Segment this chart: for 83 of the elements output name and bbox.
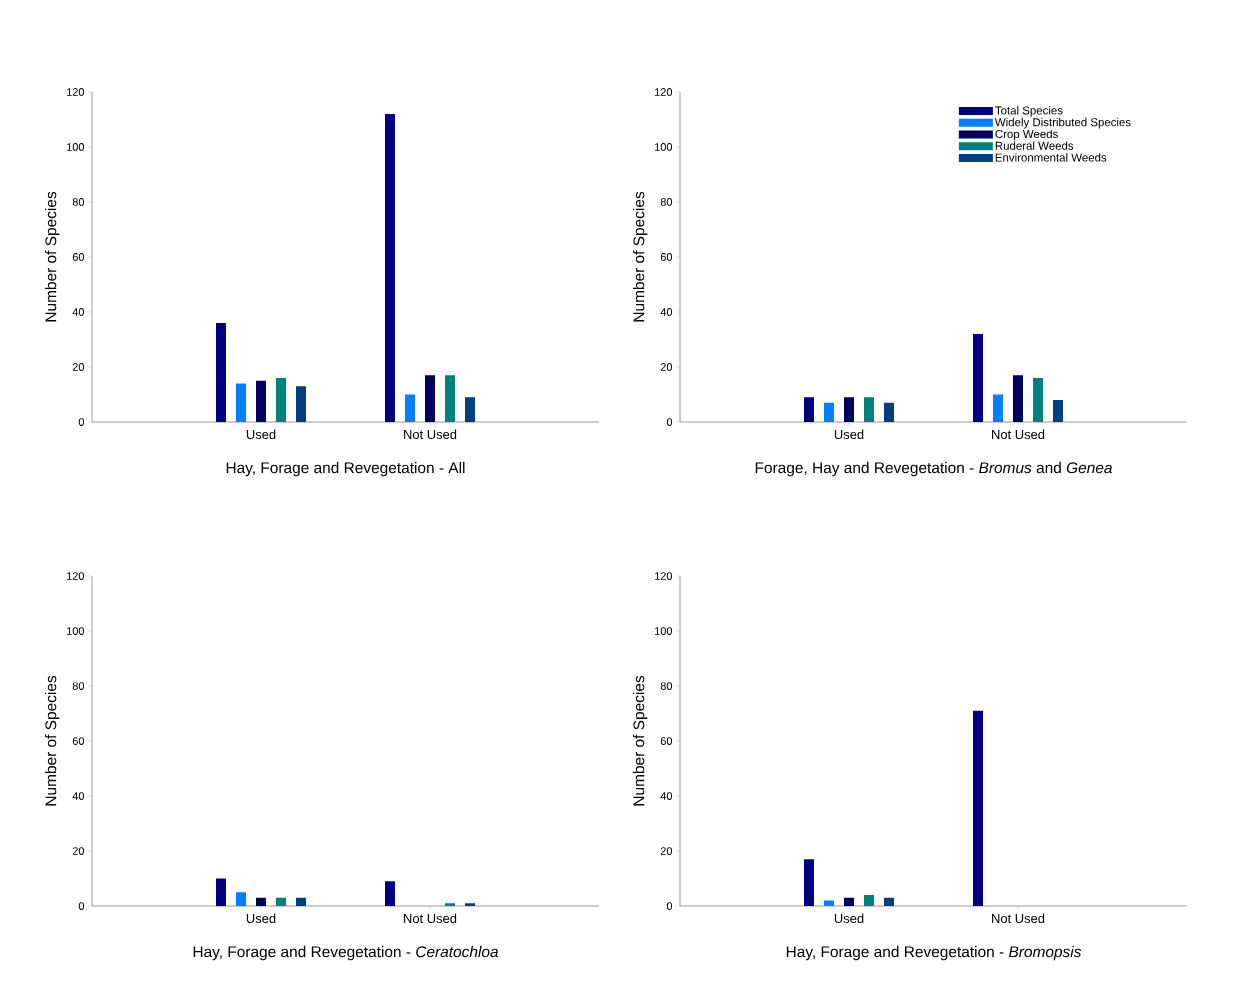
x-axis-title: Hay, Forage and Revegetation - All [226,461,465,477]
bar [1033,377,1044,422]
bar [804,397,815,422]
y-tick-label: 60 [72,737,85,745]
y-tick-label: 20 [660,847,673,855]
x-tick-label: Not Used [992,429,1045,440]
bar [405,394,415,422]
x-tick-label: Not Used [404,429,457,440]
bar [993,394,1004,422]
legend-label: Ruderal Weeds [995,141,1074,150]
bar [824,402,835,422]
y-tick-label: 80 [72,198,85,206]
bar [884,897,895,906]
legend-label: Total Species [995,106,1063,117]
y-tick-label: 0 [78,418,85,426]
y-tick-label: 120 [67,572,85,580]
y-tick-label: 80 [660,198,673,206]
y-tick-label: 100 [67,143,85,151]
y-axis-title: Number of Species [44,675,60,806]
y-axis-title: Number of Species [44,191,60,322]
bar [844,397,855,422]
y-axis-title: Number of Species [632,675,648,806]
y-tick-label: 60 [660,737,673,745]
y-tick-label: 120 [655,88,673,96]
y-tick-label: 60 [660,253,673,261]
x-tick-label: Used [834,913,864,924]
bar [445,375,455,422]
x-tick-label: Used [834,429,864,440]
y-tick-label: 80 [660,682,673,690]
bar [465,903,475,906]
y-tick-label: 0 [666,418,673,426]
bar [236,383,246,422]
y-axis-title: Number of Species [632,191,648,322]
bar [256,897,266,906]
legend-label: Environmental Weeds [995,153,1107,162]
bar [296,897,306,906]
x-axis-title: Hay, Forage and Revegetation - Ceratochloa [193,945,499,961]
bar [1013,375,1024,422]
bar [824,900,835,906]
y-tick-label: 40 [660,308,673,316]
y-tick-label: 0 [666,902,673,910]
bar [864,397,875,422]
bar [1053,399,1064,422]
bar [385,881,395,906]
bar [216,322,226,422]
x-axis-title: Forage, Hay and Revegetation - Bromus and Genea [755,461,1112,477]
bar [465,397,475,422]
bar [256,380,266,422]
legend-label: Crop Weeds [995,129,1058,141]
y-tick-label: 40 [72,792,85,800]
y-tick-label: 100 [655,143,673,151]
bar [973,333,984,422]
bar [973,710,984,906]
y-tick-label: 20 [72,363,85,371]
bar [844,897,855,906]
y-tick-label: 100 [67,627,85,635]
bar [385,113,395,422]
x-tick-label: Not Used [992,913,1045,924]
y-tick-label: 20 [72,847,85,855]
legend-label: Widely Distributed Species [994,117,1131,129]
bar [425,375,435,422]
bar [216,878,226,906]
y-tick-label: 80 [72,682,85,690]
bar [296,386,306,422]
y-tick-label: 60 [72,253,85,261]
bar [276,377,286,422]
bar [276,897,286,906]
bar [864,895,875,906]
y-tick-label: 40 [660,792,673,800]
bar [804,859,815,906]
x-tick-label: Not Used [404,913,457,924]
bar [884,402,895,422]
bar [445,903,455,906]
x-tick-label: Used [246,429,276,440]
y-tick-label: 100 [655,627,673,635]
y-tick-label: 40 [72,308,85,316]
y-tick-label: 120 [67,88,85,96]
y-tick-label: 0 [78,902,85,910]
x-tick-label: Used [246,913,276,924]
bar [236,892,246,906]
x-axis-title: Hay, Forage and Revegetation - Bromopsis [786,945,1082,961]
y-tick-label: 120 [655,572,673,580]
y-tick-label: 20 [660,363,673,371]
